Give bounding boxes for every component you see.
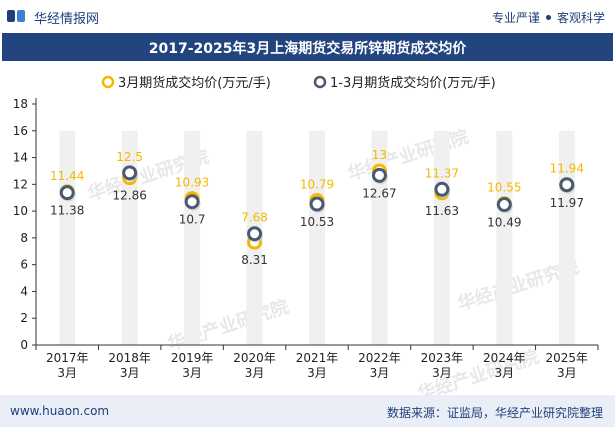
series-1-data-label: 11.37 bbox=[425, 166, 459, 180]
legend-marker-series-1 bbox=[101, 75, 115, 89]
series-2-point bbox=[122, 165, 138, 181]
y-tick-label: 4 bbox=[20, 284, 28, 298]
category-column-bar bbox=[309, 130, 325, 345]
series-2-point bbox=[309, 196, 325, 212]
category-column-bar bbox=[184, 130, 201, 345]
tagline: 专业严谨 客观科学 bbox=[492, 9, 605, 26]
x-tick-label-year: 2017年 bbox=[46, 351, 89, 365]
series-2-data-label: 10.53 bbox=[300, 215, 334, 229]
series-1-data-label: 11.44 bbox=[50, 169, 84, 183]
series-1-data-label: 12.5 bbox=[116, 150, 143, 164]
series-2-data-label: 12.67 bbox=[362, 186, 396, 200]
x-tick-label-month: 3月 bbox=[182, 366, 202, 380]
x-tick-label-year: 2019年 bbox=[171, 351, 214, 365]
y-tick-label: 16 bbox=[13, 124, 28, 138]
category-column-bar bbox=[433, 130, 450, 345]
category-column-bar bbox=[496, 130, 513, 345]
series-1-data-label: 11.94 bbox=[550, 162, 584, 176]
brand-name: 华经情报网 bbox=[34, 12, 100, 27]
legend-marker-series-2 bbox=[313, 75, 327, 89]
y-tick-label: 8 bbox=[20, 231, 28, 245]
category-column-bar bbox=[121, 130, 138, 345]
y-tick-label: 14 bbox=[13, 151, 28, 165]
series-2-data-label: 10.49 bbox=[487, 216, 521, 230]
y-tick-label: 0 bbox=[20, 338, 28, 352]
watermark-text: 华经产业研究院 bbox=[165, 295, 292, 355]
y-tick-label: 12 bbox=[13, 177, 28, 191]
tagline-professional: 专业严谨 bbox=[491, 11, 540, 25]
data-source: 数据来源：证监局，华经产业研究院整理 bbox=[386, 406, 603, 420]
series-2-point bbox=[434, 181, 450, 197]
series-2-point bbox=[247, 226, 263, 242]
website-link[interactable]: www.huaon.com bbox=[10, 404, 110, 418]
legend-label-series-2: 1-3月期货成交均价(万元/手) bbox=[330, 75, 496, 91]
x-tick-label-month: 3月 bbox=[245, 366, 265, 380]
series-2-point bbox=[496, 197, 512, 213]
y-tick-label: 6 bbox=[20, 258, 28, 272]
x-tick-label-month: 3月 bbox=[57, 366, 77, 380]
y-tick-label: 10 bbox=[13, 204, 28, 218]
series-2-data-label: 8.31 bbox=[241, 253, 268, 267]
x-tick-label-year: 2022年 bbox=[358, 351, 401, 365]
series-1-data-label: 13 bbox=[372, 148, 387, 162]
series-2-point bbox=[371, 167, 387, 183]
series-2-data-label: 11.97 bbox=[550, 196, 584, 210]
tagline-dot-icon bbox=[545, 15, 551, 20]
huajing-logo-icon bbox=[7, 10, 25, 22]
x-tick-label-month: 3月 bbox=[370, 366, 390, 380]
series-2-data-label: 10.7 bbox=[179, 213, 206, 227]
x-tick-label-month: 3月 bbox=[557, 366, 577, 380]
legend-label-series-1: 3月期货成交均价(万元/手) bbox=[118, 75, 271, 91]
x-tick-label-month: 3月 bbox=[120, 366, 140, 380]
series-2-data-label: 12.86 bbox=[112, 189, 146, 203]
x-tick-label-year: 2021年 bbox=[296, 351, 339, 365]
series-1-data-label: 10.79 bbox=[300, 178, 334, 192]
x-tick-label-year: 2024年 bbox=[483, 351, 526, 365]
series-2-data-label: 11.63 bbox=[425, 204, 459, 218]
y-tick-label: 18 bbox=[13, 97, 28, 111]
category-column-bar bbox=[371, 130, 388, 345]
series-1-data-label: 7.68 bbox=[241, 211, 268, 225]
series-1-data-label: 10.93 bbox=[175, 176, 209, 190]
x-tick-label-year: 2025年 bbox=[546, 351, 589, 365]
series-2-point bbox=[184, 194, 200, 210]
title-bar: 2017-2025年3月上海期货交易所锌期货成交均价 bbox=[2, 33, 613, 61]
series-2-point bbox=[59, 185, 75, 201]
line-chart: 华经产业研究院 华经产业研究院华经产业研究院华经产业研究院华经产业研究院02468… bbox=[13, 75, 599, 395]
footer-bar: www.huaon.com 数据来源：证监局，华经产业研究院整理 bbox=[0, 395, 615, 427]
x-tick-label-year: 2020年 bbox=[233, 351, 276, 365]
y-tick-label: 2 bbox=[20, 311, 28, 325]
category-column-bar bbox=[59, 130, 76, 345]
series-1-data-label: 10.55 bbox=[487, 181, 521, 195]
chart-title: 2017-2025年3月上海期货交易所锌期货成交均价 bbox=[148, 41, 467, 57]
series-2-point bbox=[559, 177, 575, 193]
x-tick-label-month: 3月 bbox=[495, 366, 515, 380]
series-2-data-label: 11.38 bbox=[50, 204, 84, 218]
tagline-objective: 客观科学 bbox=[556, 11, 605, 25]
x-tick-label-year: 2018年 bbox=[108, 351, 151, 365]
x-tick-label-year: 2023年 bbox=[421, 351, 464, 365]
x-tick-label-month: 3月 bbox=[307, 366, 327, 380]
top-bar: 华经情报网 专业严谨 客观科学 bbox=[0, 0, 615, 33]
x-tick-label-month: 3月 bbox=[432, 366, 452, 380]
